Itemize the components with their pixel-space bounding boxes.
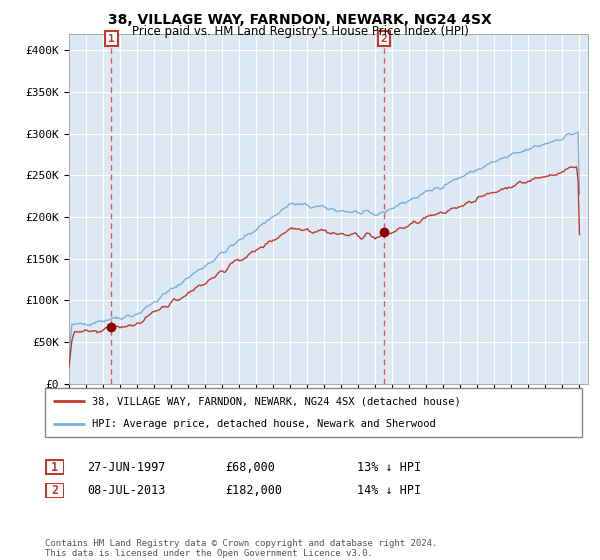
FancyBboxPatch shape — [46, 483, 64, 498]
FancyBboxPatch shape — [46, 460, 64, 474]
Text: 14% ↓ HPI: 14% ↓ HPI — [357, 484, 421, 497]
Text: 13% ↓ HPI: 13% ↓ HPI — [357, 460, 421, 474]
Text: 1: 1 — [108, 34, 115, 44]
FancyBboxPatch shape — [45, 388, 582, 437]
Text: 27-JUN-1997: 27-JUN-1997 — [87, 460, 166, 474]
Text: 38, VILLAGE WAY, FARNDON, NEWARK, NG24 4SX: 38, VILLAGE WAY, FARNDON, NEWARK, NG24 4… — [108, 13, 492, 27]
Text: Contains HM Land Registry data © Crown copyright and database right 2024.
This d: Contains HM Land Registry data © Crown c… — [45, 539, 437, 558]
Text: 1: 1 — [51, 460, 58, 474]
Text: HPI: Average price, detached house, Newark and Sherwood: HPI: Average price, detached house, Newa… — [92, 419, 436, 429]
Text: 38, VILLAGE WAY, FARNDON, NEWARK, NG24 4SX (detached house): 38, VILLAGE WAY, FARNDON, NEWARK, NG24 4… — [92, 396, 461, 407]
Text: 2: 2 — [51, 484, 58, 497]
Text: £68,000: £68,000 — [225, 460, 275, 474]
Text: Price paid vs. HM Land Registry's House Price Index (HPI): Price paid vs. HM Land Registry's House … — [131, 25, 469, 38]
Text: £182,000: £182,000 — [225, 484, 282, 497]
Text: 2: 2 — [381, 34, 388, 44]
Text: 08-JUL-2013: 08-JUL-2013 — [87, 484, 166, 497]
